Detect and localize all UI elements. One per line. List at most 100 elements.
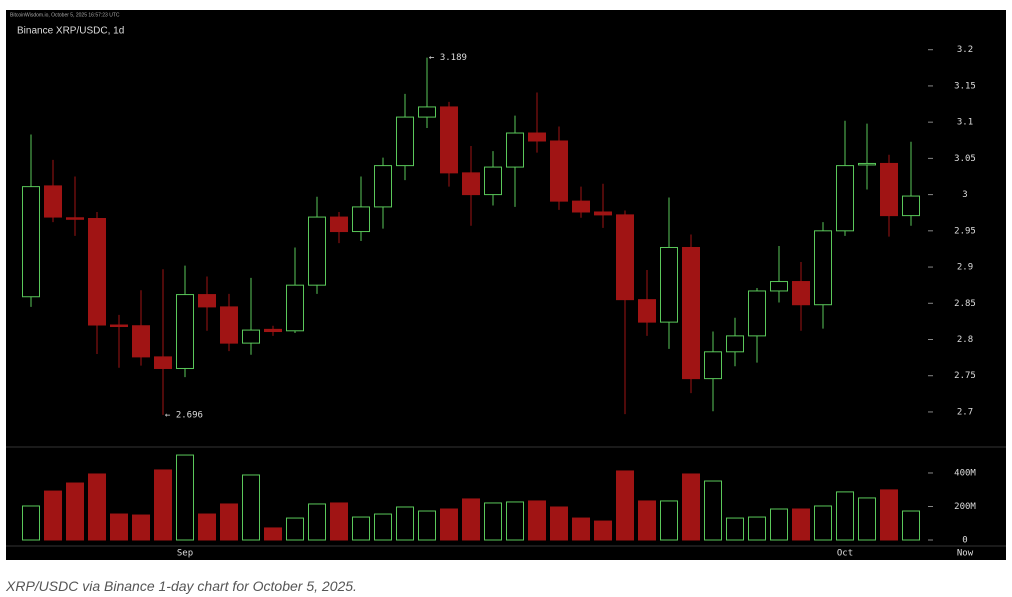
volume-bar — [88, 473, 106, 541]
volume-bar — [242, 474, 260, 541]
now-label: Now — [957, 549, 974, 559]
volume-bar — [176, 454, 194, 541]
volume-tick-label: 400M — [954, 468, 976, 478]
candle-body — [704, 351, 722, 380]
y-tick-label: 2.85 — [954, 299, 976, 309]
volume-bar — [374, 513, 392, 541]
candle-body — [814, 230, 832, 306]
y-tick-label: 2.95 — [954, 226, 976, 236]
volume-bar — [770, 508, 788, 541]
candle-body — [638, 299, 656, 323]
candle-body — [748, 290, 766, 337]
volume-bar — [264, 527, 282, 541]
candle-body — [330, 216, 348, 233]
candle-body — [176, 294, 194, 369]
candle-body — [616, 214, 634, 301]
volume-bar — [880, 489, 898, 541]
volume-bar — [748, 516, 766, 541]
y-tick-label: 2.75 — [954, 371, 976, 381]
candle-body — [594, 211, 612, 216]
volume-bar — [462, 498, 480, 541]
volume-tick-label: 0 — [962, 536, 967, 546]
candle-body — [132, 325, 150, 358]
volume-bar — [66, 482, 84, 541]
candle-body — [66, 217, 84, 220]
source-stamp: BitcoinWisdom.io, October 5, 2025 16:57:… — [10, 12, 120, 18]
candle-body — [110, 324, 128, 328]
candle-body — [726, 335, 744, 353]
volume-bar — [616, 470, 634, 541]
volume-bar — [396, 506, 414, 541]
candle-body — [528, 132, 546, 142]
candle-body — [682, 246, 700, 380]
candle-body — [308, 216, 326, 286]
y-tick-label: 3 — [962, 190, 967, 200]
y-tick-label: 3.1 — [957, 118, 973, 128]
volume-bar — [594, 520, 612, 541]
candle-body — [286, 284, 304, 332]
volume-bar — [660, 500, 678, 541]
volume-bar — [814, 505, 832, 541]
y-tick-label: 2.8 — [957, 335, 973, 345]
volume-bar — [352, 516, 370, 541]
volume-bar — [550, 506, 568, 541]
candle-body — [264, 328, 282, 333]
volume-bar — [792, 508, 810, 541]
candle-body — [462, 172, 480, 196]
candle-body — [880, 162, 898, 217]
candle-body — [484, 166, 502, 196]
candle-body — [858, 162, 876, 166]
price-annotation: ← 2.696 — [165, 410, 203, 420]
volume-bar — [440, 508, 458, 541]
candle-body — [902, 195, 920, 217]
candle-body — [242, 329, 260, 344]
volume-bar — [110, 513, 128, 541]
candle-body — [88, 218, 106, 326]
candle-body — [44, 185, 62, 218]
caption: XRP/USDC via Binance 1-day chart for Oct… — [6, 578, 357, 594]
volume-bar — [330, 502, 348, 541]
volume-bar — [836, 491, 854, 541]
volume-bar — [572, 517, 590, 541]
volume-bar — [44, 490, 62, 541]
volume-bar — [682, 473, 700, 541]
y-tick-label: 2.7 — [957, 407, 973, 417]
chart-title: Binance XRP/USDC, 1d — [17, 26, 124, 37]
volume-bar — [726, 517, 744, 541]
volume-bar — [308, 503, 326, 541]
x-tick-label: Sep — [177, 549, 193, 559]
candle-body — [792, 281, 810, 306]
volume-bar — [286, 517, 304, 541]
candle-body — [22, 186, 40, 298]
chart-background — [6, 10, 1006, 560]
candle-body — [396, 116, 414, 167]
price-annotation: ← 3.189 — [429, 53, 467, 63]
candle-body — [440, 106, 458, 174]
candle-body — [506, 132, 524, 168]
x-tick-label: Oct — [837, 549, 853, 559]
candle-body — [154, 356, 172, 369]
volume-bar — [638, 500, 656, 541]
candle-body — [770, 281, 788, 292]
candle-body — [572, 200, 590, 213]
chart: BitcoinWisdom.io, October 5, 2025 16:57:… — [6, 10, 1006, 560]
volume-bar — [154, 469, 172, 541]
candle-body — [374, 165, 392, 208]
candle-body — [198, 294, 216, 308]
volume-bar — [22, 505, 40, 541]
volume-bar — [198, 513, 216, 541]
volume-tick-label: 200M — [954, 502, 976, 512]
y-tick-label: 3.05 — [954, 154, 976, 164]
volume-bar — [132, 514, 150, 541]
candle-body — [836, 165, 854, 232]
candle-body — [352, 206, 370, 233]
candle-body — [550, 140, 568, 202]
volume-bar — [528, 500, 546, 541]
volume-bar — [418, 510, 436, 541]
y-tick-label: 3.15 — [954, 81, 976, 91]
volume-bar — [902, 510, 920, 541]
volume-bar — [220, 503, 238, 541]
volume-bar — [484, 502, 502, 541]
y-tick-label: 3.2 — [957, 45, 973, 55]
